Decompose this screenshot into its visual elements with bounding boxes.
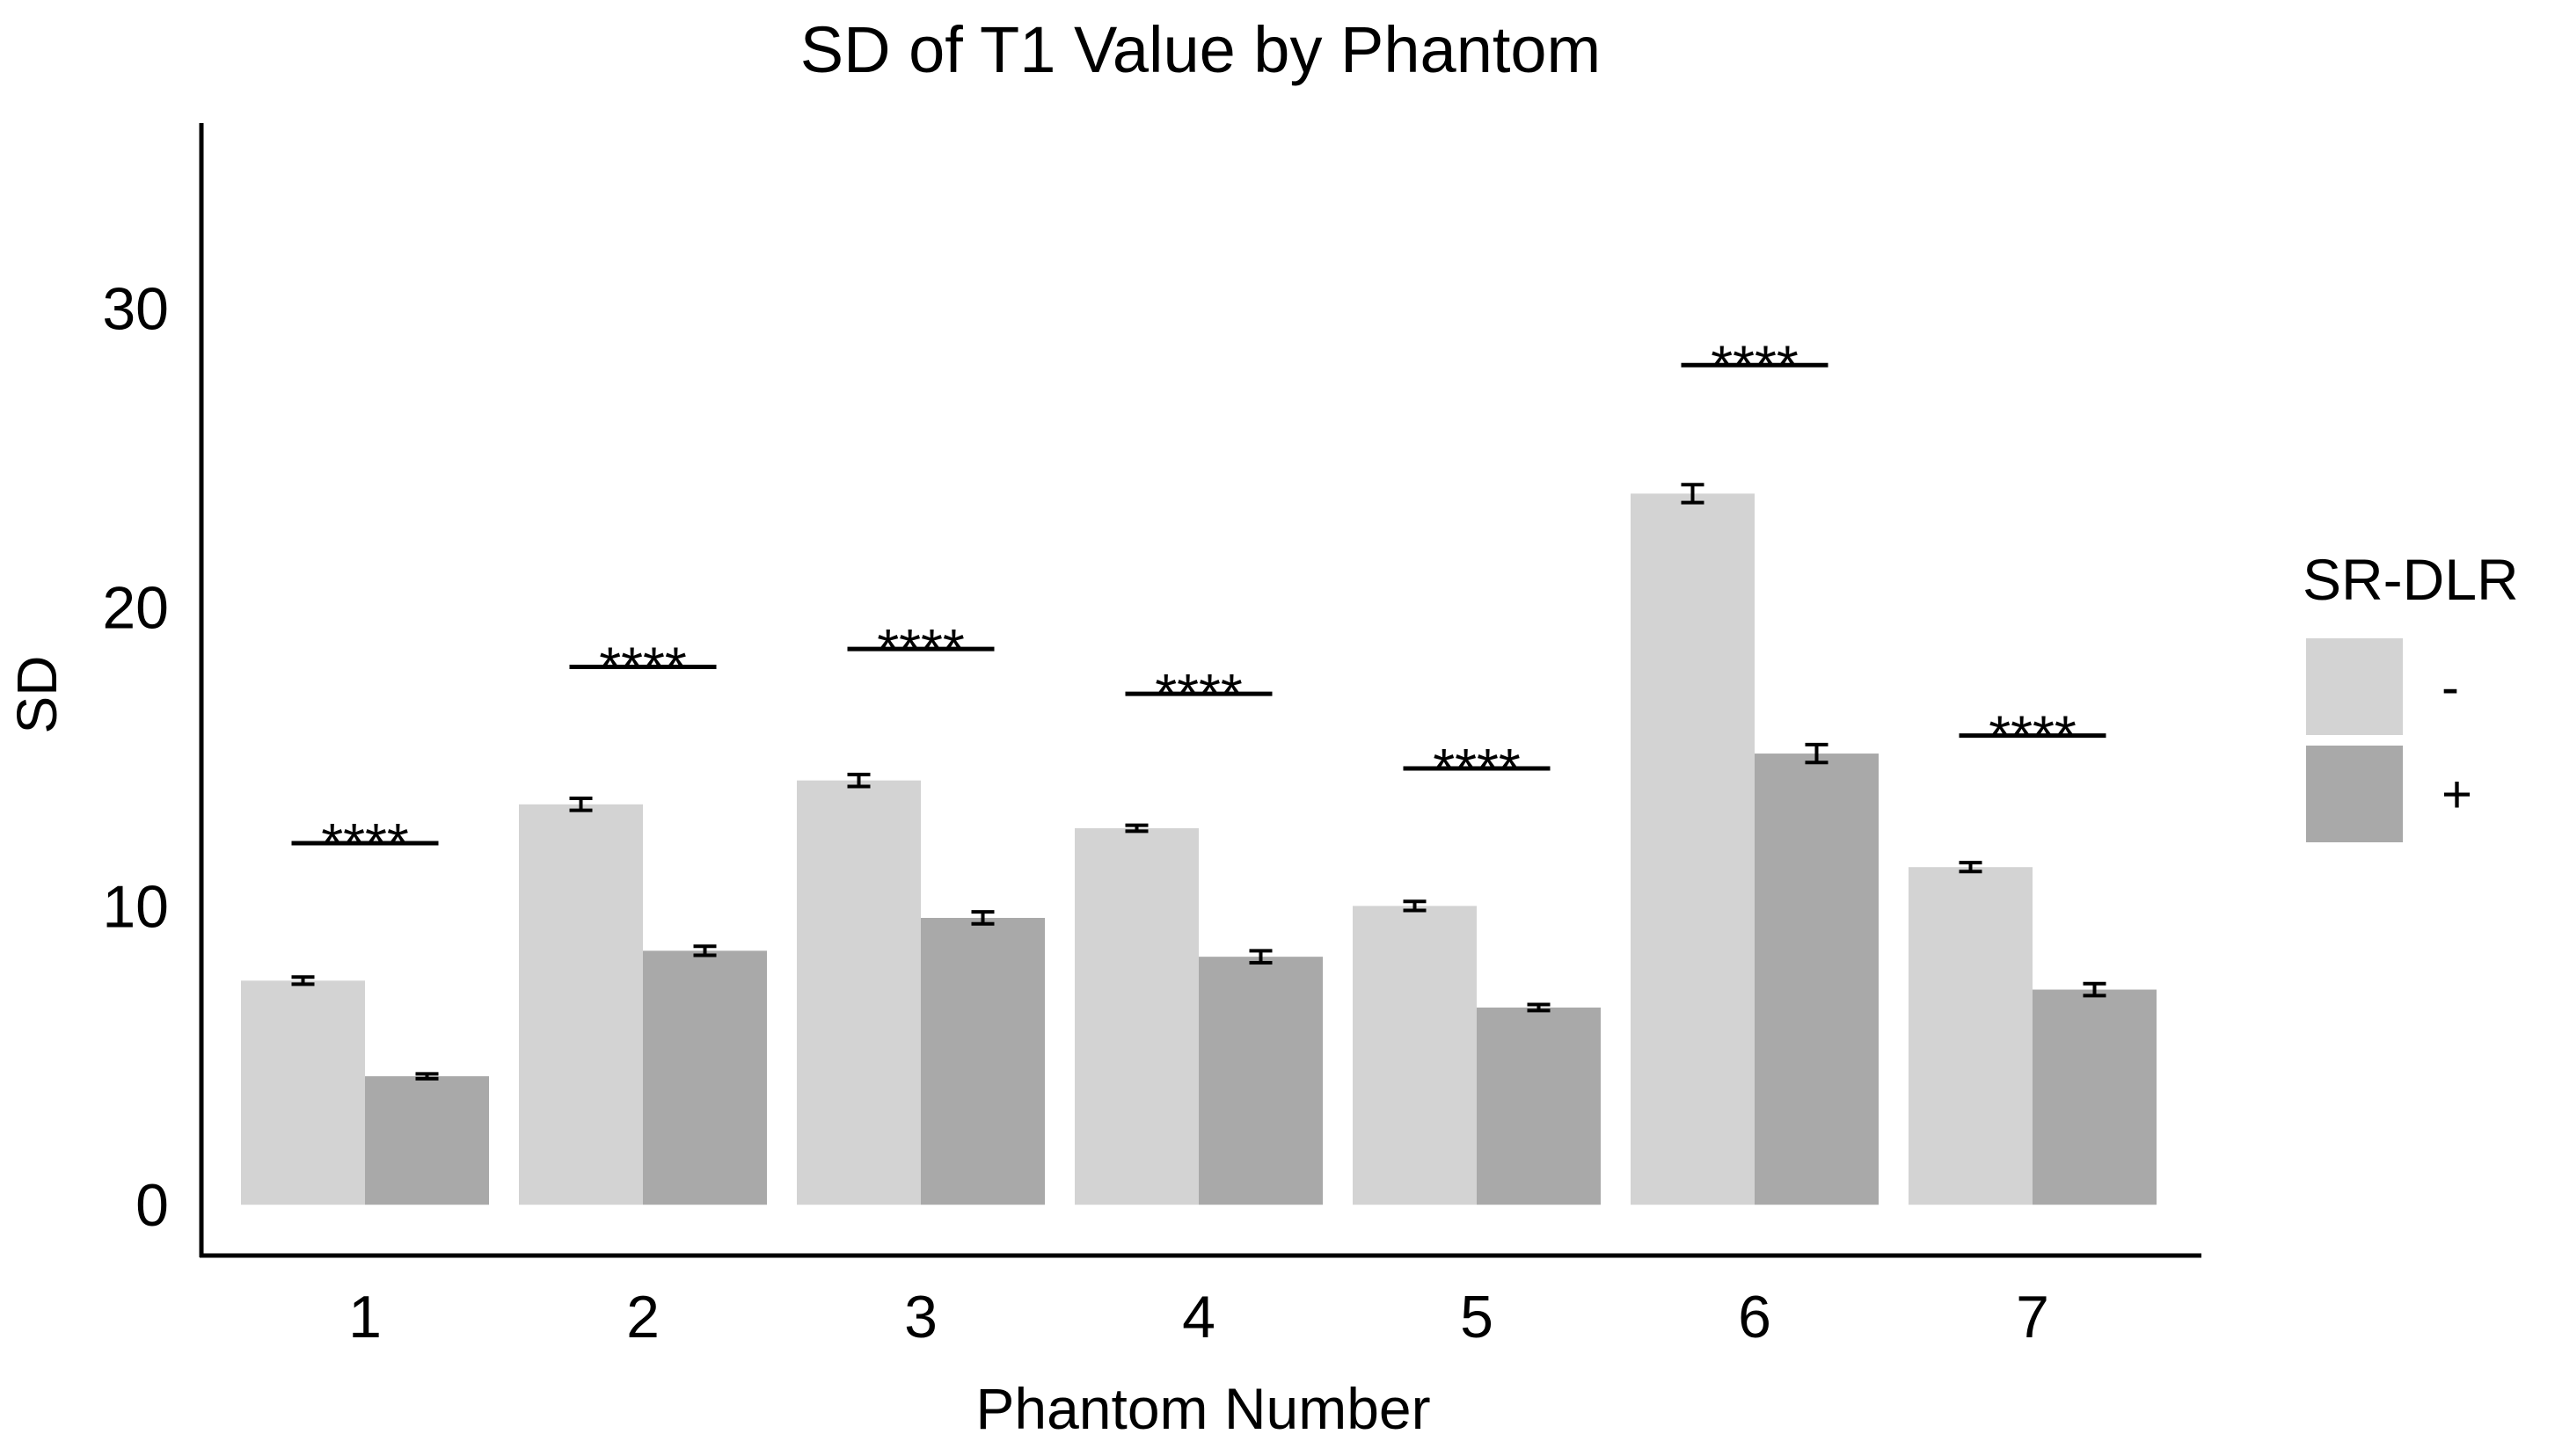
chart-title: SD of T1 Value by Phantom [800,13,1601,86]
errorbar-5-plus [1527,1002,1551,1013]
significance-label-4: **** [1155,662,1243,725]
bar-6-plus [1755,753,1879,1205]
x-tick-labels: 1 2 3 4 5 6 7 [348,1284,2049,1350]
bars-layer [241,493,2157,1205]
bar-2-plus [643,950,767,1205]
y-tick-label-0: 0 [135,1172,169,1239]
errorbar-6-minus [1681,483,1704,505]
bar-2-minus [519,804,643,1205]
significance-label-5: **** [1433,737,1521,800]
x-axis-label: Phantom Number [975,1376,1430,1441]
bar-5-plus [1477,1007,1601,1205]
y-tick-label-30: 30 [102,276,169,343]
y-tick-label-20: 20 [102,575,169,642]
x-tick-label-5: 5 [1460,1284,1493,1350]
errorbar-4-minus [1125,823,1149,834]
legend-label-minus: - [2442,658,2459,717]
significance-label-2: **** [599,636,687,699]
bar-5-minus [1353,906,1477,1205]
errorbar-3-minus [847,772,871,789]
significance-label-3: **** [877,617,965,681]
errorbar-2-minus [569,797,593,812]
x-tick-label-2: 2 [626,1284,660,1350]
x-tick-label-3: 3 [904,1284,938,1350]
y-axis-label: SD [5,656,69,734]
bar-1-plus [365,1076,489,1205]
bar-7-plus [2033,989,2157,1205]
legend-title: SR-DLR [2303,547,2519,612]
errorbar-4-plus [1249,949,1273,965]
errorbars-layer [291,483,2106,1081]
legend-label-plus: + [2442,765,2472,824]
bar-7-minus [1909,867,2033,1205]
errorbar-7-minus [1959,861,1982,874]
errorbar-6-plus [1805,742,1828,765]
errorbar-2-plus [693,944,717,957]
legend-key-plus [2306,746,2403,842]
bar-4-minus [1075,828,1199,1205]
bar-1-minus [241,980,365,1205]
bar-3-plus [921,917,1045,1205]
x-tick-label-1: 1 [348,1284,382,1350]
bar-6-minus [1631,493,1755,1205]
significance-label-1: **** [321,812,409,875]
x-tick-label-7: 7 [2016,1284,2049,1350]
legend: SR-DLR - + [2303,547,2519,842]
legend-key-minus [2306,638,2403,735]
bar-3-minus [797,780,921,1205]
significance-layer: **** **** **** **** **** **** **** [291,333,2106,875]
significance-label-6: **** [1711,333,1799,397]
y-tick-labels: 0 10 20 30 [102,276,169,1240]
errorbar-1-plus [415,1072,439,1081]
errorbar-5-minus [1403,899,1427,913]
significance-label-7: **** [1989,704,2077,768]
x-tick-label-4: 4 [1182,1284,1215,1350]
x-tick-label-6: 6 [1738,1284,1771,1350]
bar-4-plus [1199,957,1323,1205]
errorbar-1-minus [291,975,315,986]
errorbar-7-plus [2083,981,2106,998]
errorbar-3-plus [971,910,995,926]
y-tick-label-10: 10 [102,873,169,940]
